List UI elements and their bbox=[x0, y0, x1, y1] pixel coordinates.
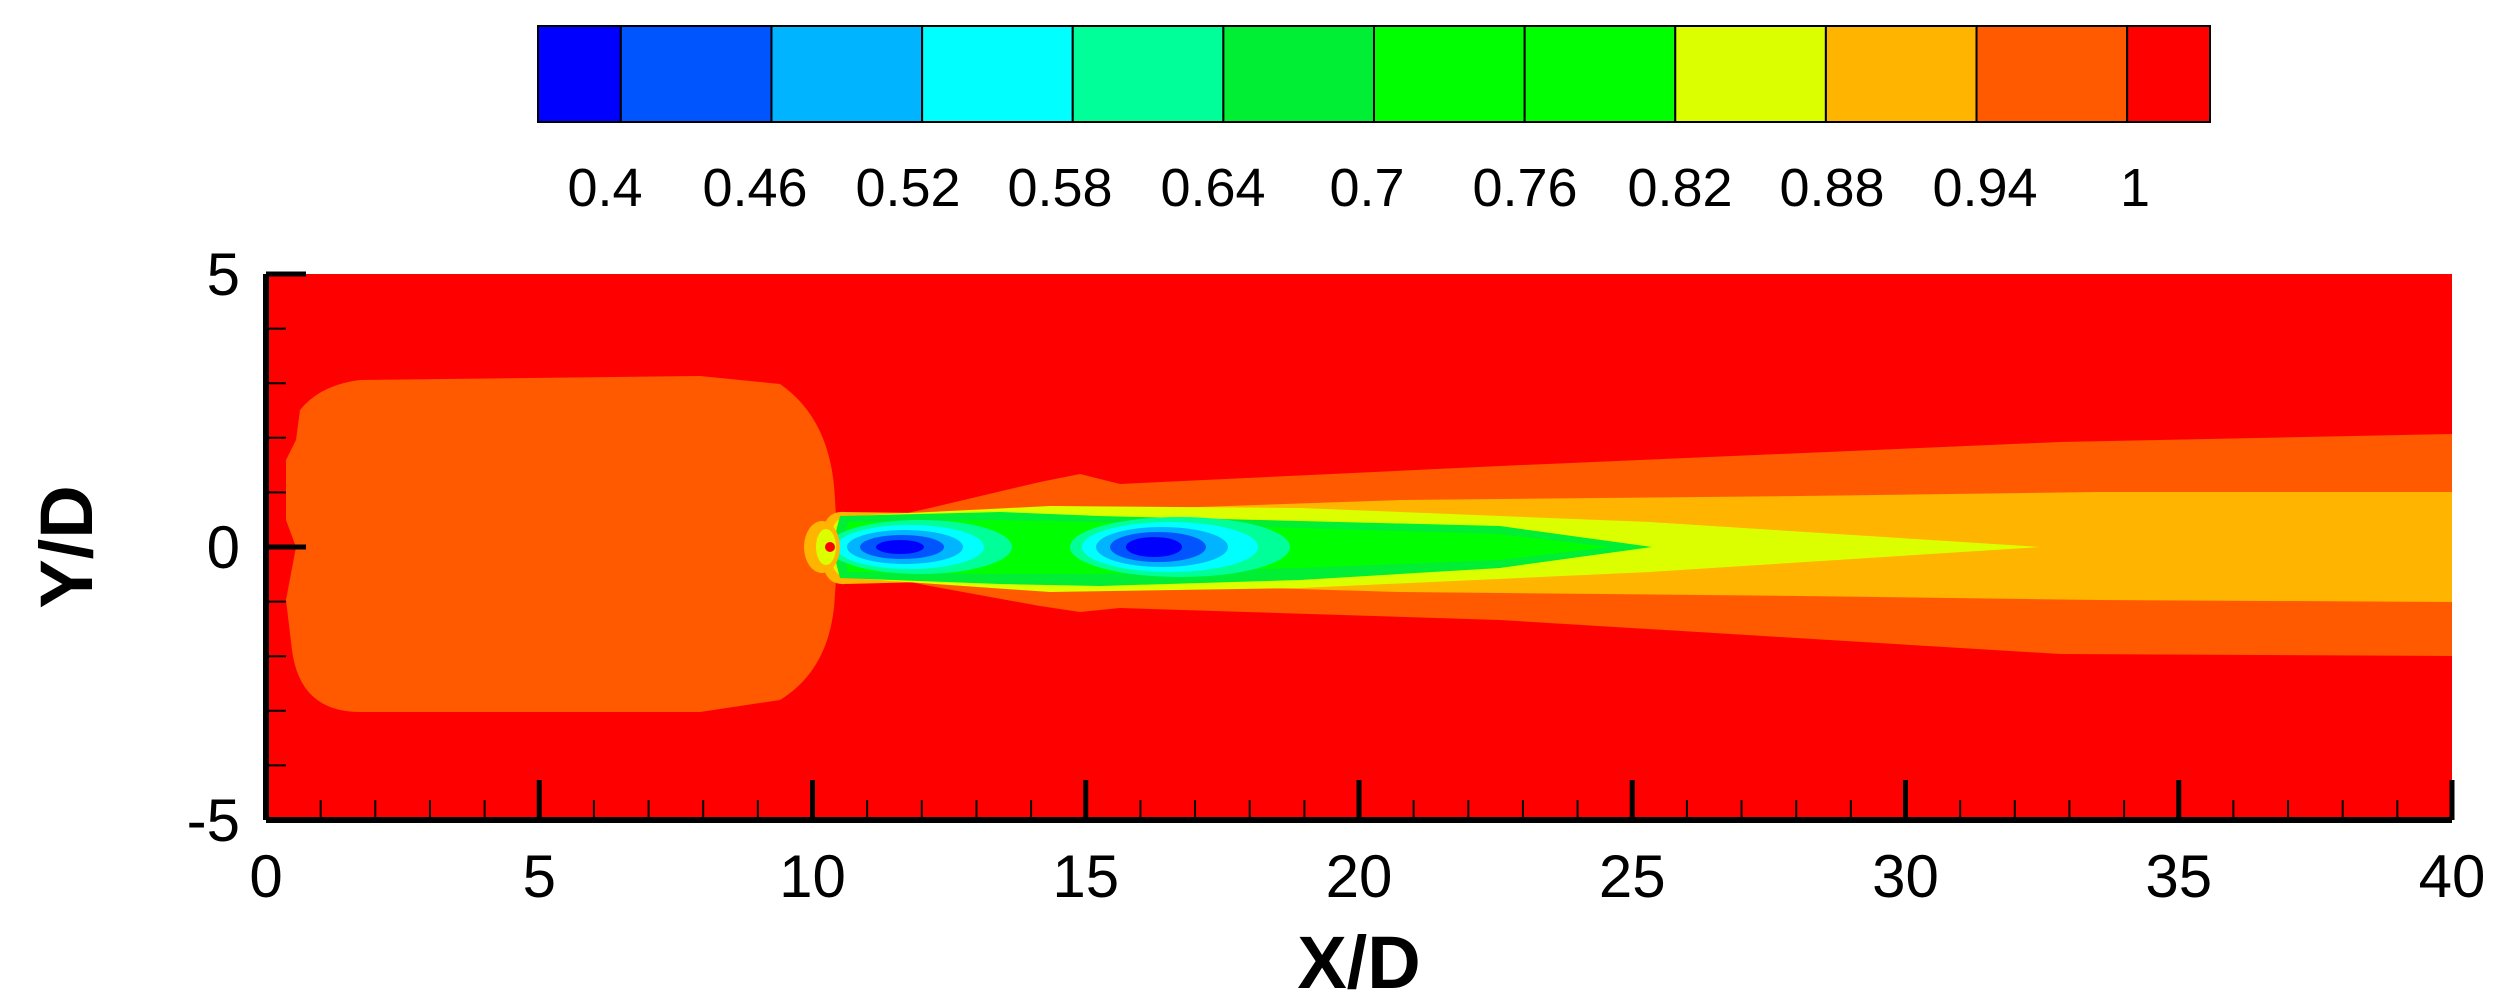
y-tick-label: 5 bbox=[207, 241, 240, 308]
colorbar-label: 0.58 bbox=[1007, 158, 1112, 218]
x-tick-label: 30 bbox=[1872, 843, 1939, 910]
x-tick-label: 5 bbox=[523, 843, 556, 910]
colorbar-swatch bbox=[1071, 25, 1225, 123]
vortex-near bbox=[828, 520, 1012, 574]
colorbar-label: 0.7 bbox=[1329, 158, 1404, 218]
colorbar-swatch bbox=[770, 25, 924, 123]
colorbar-label: 0.46 bbox=[702, 158, 807, 218]
colorbar-label: 0.76 bbox=[1472, 158, 1577, 218]
colorbar-swatch bbox=[1824, 25, 1978, 123]
colorbar-label: 0.64 bbox=[1160, 158, 1265, 218]
x-axis-tick-labels: 0 5 10 15 20 25 30 35 40 bbox=[249, 843, 2485, 910]
colorbar-label: 0.94 bbox=[1932, 158, 2037, 218]
colorbar-swatch bbox=[921, 25, 1074, 123]
colorbar-swatch bbox=[537, 25, 622, 123]
colorbar-swatch bbox=[619, 25, 773, 123]
y-axis-title: Y/D bbox=[25, 485, 108, 608]
colorbar-label: 0.4 bbox=[567, 158, 642, 218]
y-tick-label: 0 bbox=[207, 514, 240, 581]
x-tick-label: 15 bbox=[1052, 843, 1119, 910]
colorbar-swatch bbox=[2126, 25, 2211, 123]
y-tick-label: -5 bbox=[187, 787, 240, 854]
y-axis-tick-labels: -5 0 5 bbox=[187, 241, 240, 854]
cylinder-marker bbox=[804, 521, 840, 573]
colorbar-swatch bbox=[1674, 25, 1827, 123]
x-tick-label: 40 bbox=[2419, 843, 2486, 910]
colorbar: 0.4 0.46 0.52 0.58 0.64 0.7 0.76 0.82 0.… bbox=[537, 25, 2211, 218]
colorbar-labels: 0.4 0.46 0.52 0.58 0.64 0.7 0.76 0.82 0.… bbox=[567, 158, 2150, 218]
x-tick-label: 20 bbox=[1326, 843, 1393, 910]
colorbar-label: 0.82 bbox=[1627, 158, 1732, 218]
contour-upstream-bubble bbox=[286, 376, 838, 712]
colorbar-swatch bbox=[1523, 25, 1677, 123]
x-tick-label: 10 bbox=[779, 843, 846, 910]
colorbar-label: 0.52 bbox=[855, 158, 960, 218]
contour-field bbox=[266, 274, 2452, 820]
x-axis-title: X/D bbox=[1297, 921, 1420, 1004]
x-tick-label: 35 bbox=[2145, 843, 2212, 910]
colorbar-swatch bbox=[1222, 25, 1376, 123]
x-tick-label: 0 bbox=[249, 843, 282, 910]
x-tick-label: 25 bbox=[1599, 843, 1666, 910]
y-axis-ticks bbox=[266, 271, 306, 823]
colorbar-label: 1 bbox=[2120, 158, 2150, 218]
colorbar-label: 0.88 bbox=[1779, 158, 1884, 218]
colorbar-swatch bbox=[1975, 25, 2129, 123]
x-axis-ticks bbox=[263, 780, 2455, 820]
vortex-far bbox=[1070, 517, 1290, 577]
colorbar-swatches bbox=[537, 25, 2211, 123]
colorbar-swatch bbox=[1373, 25, 1526, 123]
